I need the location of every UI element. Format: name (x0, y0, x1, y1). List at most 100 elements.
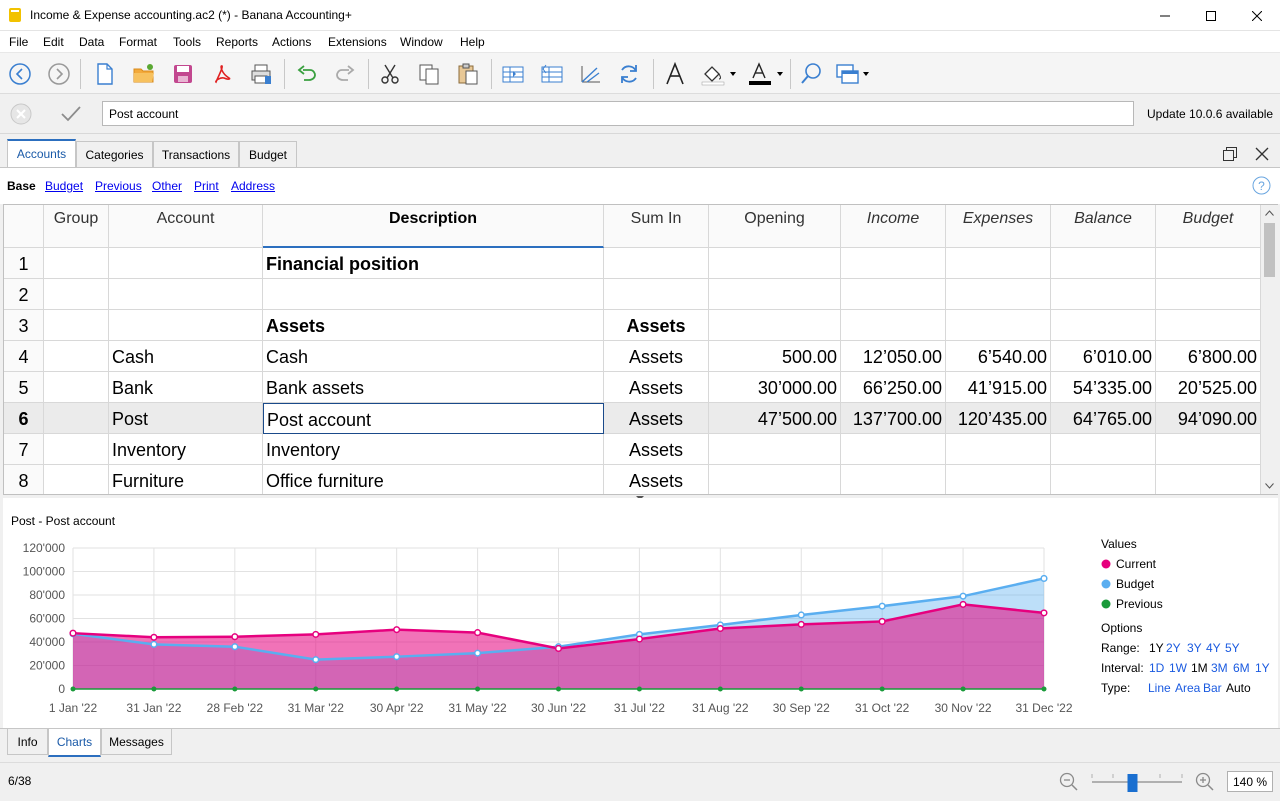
cell-balance[interactable]: 64’765.00 (1051, 403, 1156, 434)
cell-opening[interactable]: 500.00 (709, 341, 841, 372)
cell-description[interactable]: Office furniture (263, 465, 604, 494)
menu-file[interactable]: File (9, 35, 29, 49)
cell-group[interactable] (44, 465, 109, 494)
new-file-button[interactable] (90, 59, 120, 89)
window-layout-button[interactable] (833, 59, 877, 89)
cell-account[interactable]: Furniture (109, 465, 263, 494)
tab-info[interactable]: Info (7, 729, 48, 755)
scroll-down-icon[interactable] (1265, 483, 1274, 489)
cell-expenses[interactable]: 120’435.00 (946, 403, 1051, 434)
interval-3m[interactable]: 3M (1211, 661, 1228, 675)
col-header-budget[interactable]: Budget (1156, 205, 1261, 248)
menu-tools[interactable]: Tools (173, 35, 202, 49)
tab-categories[interactable]: Categories (76, 141, 153, 167)
col-header-expenses[interactable]: Expenses (946, 205, 1051, 248)
cell-sumin[interactable]: Assets (604, 403, 709, 434)
close-panel-icon[interactable] (1254, 146, 1270, 162)
cell-expenses[interactable] (946, 434, 1051, 465)
cell-group[interactable] (44, 341, 109, 372)
menu-window[interactable]: Window (400, 35, 443, 49)
copy-button[interactable] (414, 59, 444, 89)
cell-sumin[interactable]: Assets (604, 372, 709, 403)
text-color-button[interactable] (746, 59, 788, 89)
zoom-slider-thumb[interactable] (1127, 774, 1138, 792)
type-line[interactable]: Line (1148, 681, 1171, 695)
cell-sumin[interactable] (604, 248, 709, 279)
cell-income[interactable] (841, 248, 946, 279)
help-icon[interactable]: ? (1252, 176, 1271, 195)
tab-transactions[interactable]: Transactions (153, 141, 239, 167)
interval-1w[interactable]: 1W (1169, 661, 1187, 675)
cell-account[interactable] (109, 248, 263, 279)
scrollbar-thumb[interactable] (1264, 223, 1275, 277)
menu-data[interactable]: Data (79, 35, 105, 49)
view-address[interactable]: Address (231, 179, 276, 193)
save-button[interactable] (168, 59, 198, 89)
cell-group[interactable] (44, 248, 109, 279)
type-auto[interactable]: Auto (1226, 681, 1251, 695)
font-button[interactable] (660, 59, 690, 89)
cell-expenses[interactable]: 6’540.00 (946, 341, 1051, 372)
cell-account[interactable]: Inventory (109, 434, 263, 465)
cell-budget[interactable] (1156, 279, 1261, 310)
table-scrollbar[interactable] (1261, 205, 1278, 494)
cell-expenses[interactable] (946, 310, 1051, 341)
cell-sumin[interactable]: Assets (604, 434, 709, 465)
legend-current[interactable]: Current (1116, 557, 1157, 571)
interval-6m[interactable]: 6M (1233, 661, 1250, 675)
interval-1y[interactable]: 1Y (1255, 661, 1270, 675)
view-base[interactable]: Base (7, 179, 36, 193)
interval-1d[interactable]: 1D (1149, 661, 1165, 675)
cell-opening[interactable] (709, 279, 841, 310)
cell-budget[interactable]: 94’090.00 (1156, 403, 1261, 434)
cell-expenses[interactable]: 41’915.00 (946, 372, 1051, 403)
confirm-edit-icon[interactable] (60, 103, 82, 125)
cell-opening[interactable] (709, 465, 841, 494)
cell-balance[interactable] (1051, 465, 1156, 494)
row-number[interactable]: 8 (4, 465, 44, 494)
cell-balance[interactable] (1051, 434, 1156, 465)
restore-panel-icon[interactable] (1222, 146, 1238, 162)
cell-balance[interactable] (1051, 248, 1156, 279)
col-header-income[interactable]: Income (841, 205, 946, 248)
cell-sumin[interactable]: Assets (604, 465, 709, 494)
range-1y[interactable]: 1Y (1149, 641, 1164, 655)
range-2y[interactable]: 2Y (1166, 641, 1181, 655)
row-number[interactable]: 1 (4, 248, 44, 279)
cell-budget[interactable]: 20’525.00 (1156, 372, 1261, 403)
col-header-account[interactable]: Account (109, 205, 263, 248)
cell-group[interactable] (44, 403, 109, 434)
insert-rows-button[interactable] (498, 59, 528, 89)
row-number[interactable]: 3 (4, 310, 44, 341)
print-button[interactable] (246, 59, 276, 89)
cell-expenses[interactable] (946, 465, 1051, 494)
cell-income[interactable]: 137’700.00 (841, 403, 946, 434)
minimize-button[interactable] (1142, 0, 1188, 31)
zoom-in-icon[interactable] (1194, 771, 1214, 791)
range-4y[interactable]: 4Y (1206, 641, 1221, 655)
col-header-sumin[interactable]: Sum In (604, 205, 709, 248)
cell-budget[interactable] (1156, 310, 1261, 341)
view-print[interactable]: Print (194, 179, 219, 193)
cell-sumin[interactable]: Assets (604, 341, 709, 372)
tab-messages[interactable]: Messages (101, 729, 172, 755)
cut-button[interactable] (375, 59, 405, 89)
tab-accounts[interactable]: Accounts (7, 139, 76, 167)
menu-format[interactable]: Format (119, 35, 158, 49)
cell-description[interactable]: Inventory (263, 434, 604, 465)
view-budget[interactable]: Budget (45, 179, 84, 193)
col-header-description[interactable]: Description (263, 205, 604, 248)
cell-income[interactable] (841, 279, 946, 310)
redo-button[interactable] (330, 59, 360, 89)
cell-group[interactable] (44, 279, 109, 310)
col-header-group[interactable]: Group (44, 205, 109, 248)
tab-budget[interactable]: Budget (239, 141, 297, 167)
cell-income[interactable]: 66’250.00 (841, 372, 946, 403)
cell-opening[interactable] (709, 434, 841, 465)
cell-income[interactable] (841, 310, 946, 341)
interval-1m[interactable]: 1M (1191, 661, 1208, 675)
zoom-slider[interactable] (1090, 769, 1184, 795)
tab-charts[interactable]: Charts (48, 729, 101, 757)
export-pdf-button[interactable] (207, 59, 237, 89)
cell-group[interactable] (44, 434, 109, 465)
